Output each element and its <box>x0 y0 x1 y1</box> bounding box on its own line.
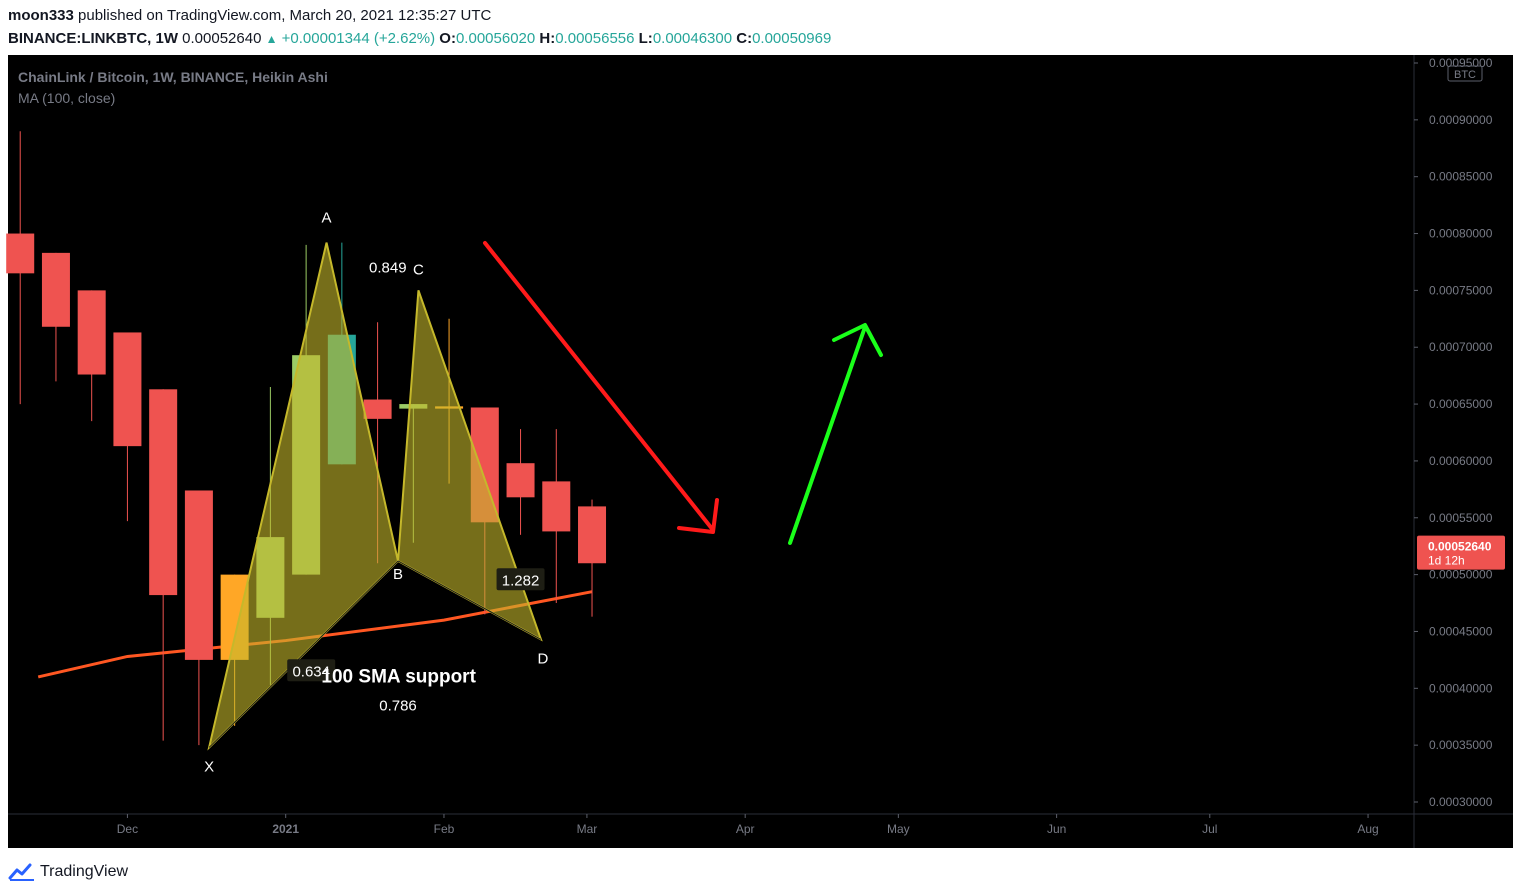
pattern-point-label: D <box>538 650 549 667</box>
pattern-point-label: A <box>322 210 332 227</box>
pattern-point-label: X <box>204 758 214 775</box>
high-label: H: <box>539 30 556 47</box>
currency-badge: BTC <box>1447 65 1483 82</box>
ratio-box <box>496 568 545 591</box>
open-value: 0.00056020 <box>455 30 536 47</box>
legend-title: ChainLink / Bitcoin, 1W, BINANCE, Heikin… <box>18 69 328 85</box>
harmonic-pattern[interactable]: X A B C D 0.849 0.634 1.282 0.786 100 SMA support <box>204 210 548 776</box>
candle-body[interactable] <box>506 463 535 498</box>
ratio-label: 0.634 <box>292 663 330 680</box>
price-change: +0.00001344 (+2.62%) <box>281 30 436 47</box>
candle-body[interactable] <box>184 490 213 660</box>
last-price: 0.00052640 <box>182 30 262 47</box>
y-tick-label: 0.00090000 <box>1429 113 1493 127</box>
x-tick-label: May <box>887 822 910 836</box>
x-tick-label: Apr <box>736 822 755 836</box>
candle-body[interactable] <box>77 290 106 375</box>
y-tick-label: 0.00065000 <box>1429 397 1493 411</box>
trend-arrows[interactable] <box>483 241 883 545</box>
close-value: 0.00050969 <box>752 30 832 47</box>
candle-body[interactable] <box>41 252 70 327</box>
price-tag-box <box>1417 535 1505 570</box>
y-tick-label: 0.00070000 <box>1429 340 1493 354</box>
price-tag-countdown: 1d 12h <box>1428 554 1465 568</box>
tradingview-logo-icon[interactable] <box>8 862 36 882</box>
ratio-label: 0.849 <box>369 260 407 277</box>
x-tick-label: Mar <box>577 822 598 836</box>
bd-leg <box>397 560 542 640</box>
y-axis[interactable]: 0.00095000 0.00090000 0.00085000 0.00080000… <box>1414 56 1493 809</box>
up-triangle-icon: ▲ <box>265 32 278 46</box>
y-tick-label: 0.00060000 <box>1429 454 1493 468</box>
y-tick-label: 0.00055000 <box>1429 511 1493 525</box>
open-label: O: <box>439 30 456 47</box>
pattern-point-label: B <box>393 566 403 583</box>
ratio-label: 1.282 <box>502 572 540 589</box>
y-tick-label: 0.00045000 <box>1429 624 1493 638</box>
publish-info: moon333 published on TradingView.com, Ma… <box>8 7 491 24</box>
published-text: published on TradingView.com, March 20, … <box>78 7 492 24</box>
y-tick-label: 0.00050000 <box>1429 568 1493 582</box>
symbol-info: BINANCE:LINKBTC, 1W 0.00052640 ▲ +0.0000… <box>8 30 831 47</box>
x-axis[interactable]: Dec 2021 Feb Mar Apr May Jun Jul Aug <box>117 814 1379 836</box>
x-tick-label: Jul <box>1202 822 1217 836</box>
low-value: 0.00046300 <box>652 30 733 47</box>
red-down-arrow-icon[interactable] <box>483 241 719 534</box>
symbol-label: BINANCE:LINKBTC, 1W <box>8 30 178 47</box>
y-tick-label: 0.00030000 <box>1429 795 1493 809</box>
footer: TradingView <box>8 860 128 884</box>
x-tick-label: 2021 <box>272 822 299 836</box>
ratio-label: 0.786 <box>379 697 417 714</box>
y-tick-label: 0.00040000 <box>1429 681 1493 695</box>
x-tick-label: Dec <box>117 822 138 836</box>
xb-leg <box>208 560 399 748</box>
candle-body[interactable] <box>149 389 178 596</box>
candle-body[interactable] <box>578 506 607 564</box>
y-tick-label: 0.00035000 <box>1429 738 1493 752</box>
y-tick-label: 0.00080000 <box>1429 227 1493 241</box>
low-label: L: <box>638 30 653 47</box>
y-tick-label: 0.00095000 <box>1429 56 1493 70</box>
y-tick-label: 0.00085000 <box>1429 170 1493 184</box>
axes-frame <box>8 55 1513 848</box>
candle-body[interactable] <box>542 481 571 532</box>
y-tick-label: 0.00075000 <box>1429 283 1493 297</box>
tradingview-brand[interactable]: TradingView <box>40 863 129 880</box>
green-up-arrow-icon[interactable] <box>788 323 883 545</box>
price-tag-value: 0.00052640 <box>1428 540 1492 554</box>
pattern-point-label: C <box>413 261 424 278</box>
x-tick-label: Aug <box>1357 822 1378 836</box>
currency-label: BTC <box>1454 69 1476 81</box>
legend-indicator[interactable]: MA (100, close) <box>18 90 115 106</box>
candle-body[interactable] <box>6 233 35 274</box>
candle-body[interactable] <box>363 399 392 419</box>
candle-body[interactable] <box>113 332 142 447</box>
chart-background <box>8 55 1513 848</box>
high-value: 0.00056556 <box>555 30 635 47</box>
annotation-label: 100 SMA support <box>321 666 476 687</box>
author-name[interactable]: moon333 <box>8 7 74 24</box>
close-label: C: <box>736 30 753 47</box>
x-tick-label: Jun <box>1047 822 1066 836</box>
x-tick-label: Feb <box>434 822 455 836</box>
ratio-box <box>287 659 336 682</box>
